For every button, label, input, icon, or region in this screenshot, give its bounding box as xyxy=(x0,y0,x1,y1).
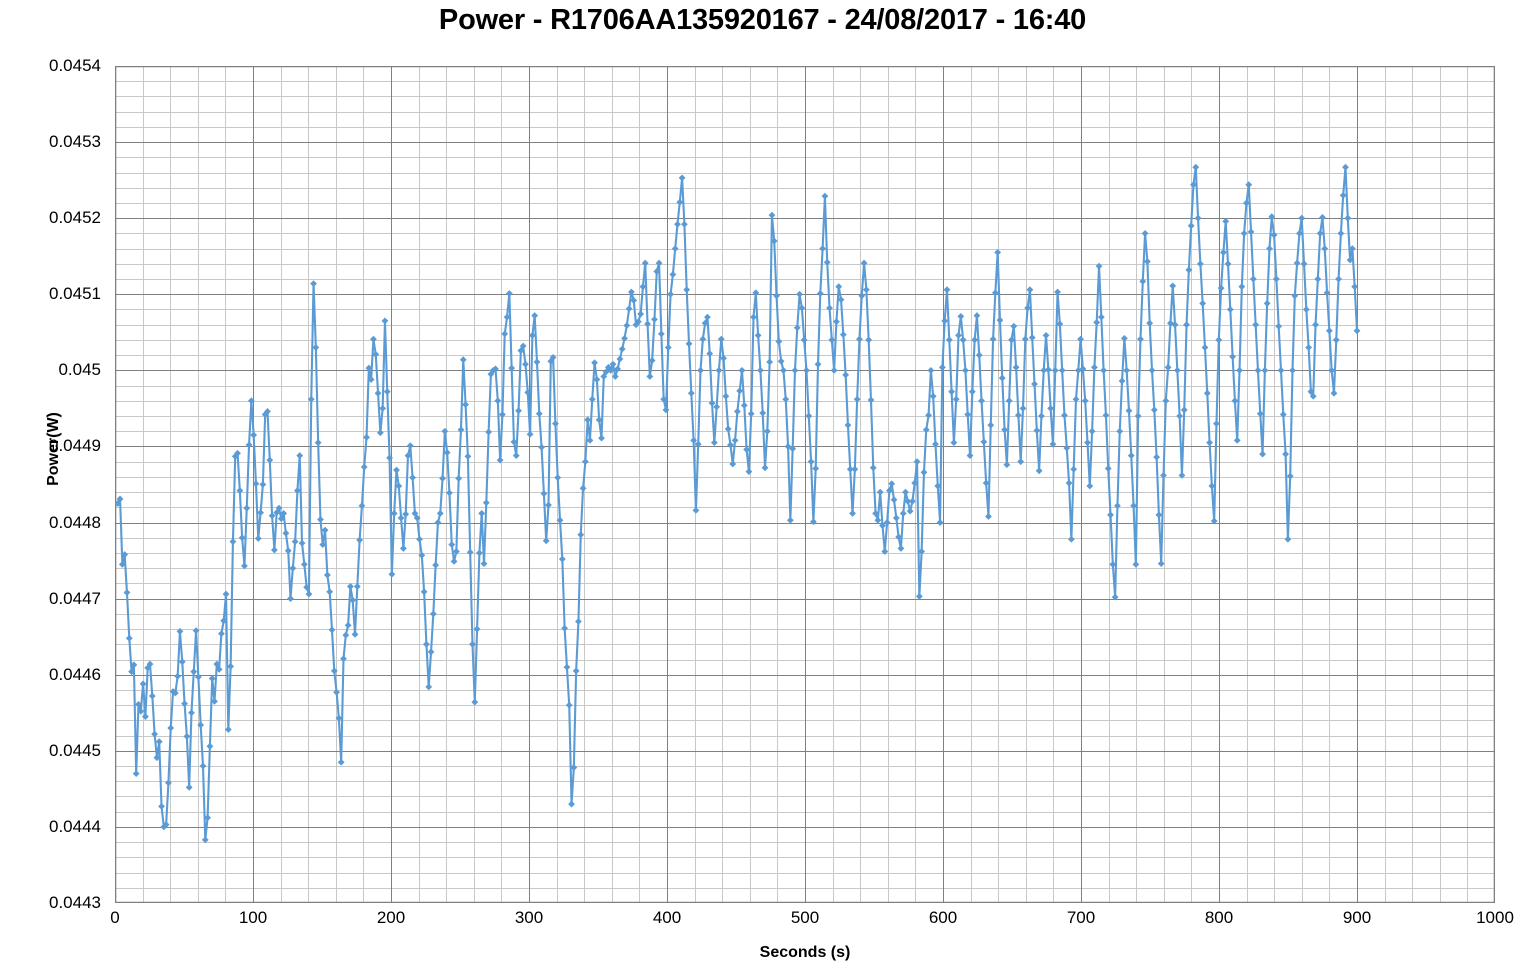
x-tick-label: 400 xyxy=(652,908,682,927)
y-tick-label: 0.0448 xyxy=(49,512,101,532)
x-tick-label: 1000 xyxy=(1476,908,1514,927)
series-markers xyxy=(115,163,1361,844)
power-series xyxy=(115,163,1361,844)
x-tick-label: 0 xyxy=(110,908,120,927)
y-tick-label: 0.0454 xyxy=(49,56,101,75)
y-tick-label: 0.0452 xyxy=(49,208,101,228)
y-tick-label: 0.0451 xyxy=(49,284,101,304)
y-axis-title: Power(W) xyxy=(45,412,62,486)
x-tick-label: 100 xyxy=(238,908,268,927)
x-tick-label: 700 xyxy=(1066,908,1096,927)
plot-area xyxy=(115,66,1495,903)
y-tick-label: 0.0445 xyxy=(49,740,101,760)
series-line xyxy=(116,166,1359,841)
y-tick-label: 0.0453 xyxy=(49,132,101,152)
x-tick-label: 500 xyxy=(790,908,820,927)
x-tick-label: 200 xyxy=(376,908,406,927)
y-tick-label: 0.0447 xyxy=(49,588,101,608)
y-tick-label: 0.045 xyxy=(58,360,101,380)
x-tick-label: 900 xyxy=(1342,908,1372,927)
x-tick-label: 800 xyxy=(1204,908,1234,927)
chart-gridlines xyxy=(115,66,1495,903)
y-tick-label: 0.0444 xyxy=(49,816,101,836)
x-axis-title: Seconds (s) xyxy=(759,944,851,961)
x-tick-label: 600 xyxy=(928,908,958,927)
y-tick-label: 0.0443 xyxy=(49,893,101,912)
chart-title: Power - R1706AA135920167 - 24/08/2017 - … xyxy=(438,4,1087,36)
x-tick-label: 300 xyxy=(514,908,544,927)
y-tick-label: 0.0446 xyxy=(49,664,101,684)
